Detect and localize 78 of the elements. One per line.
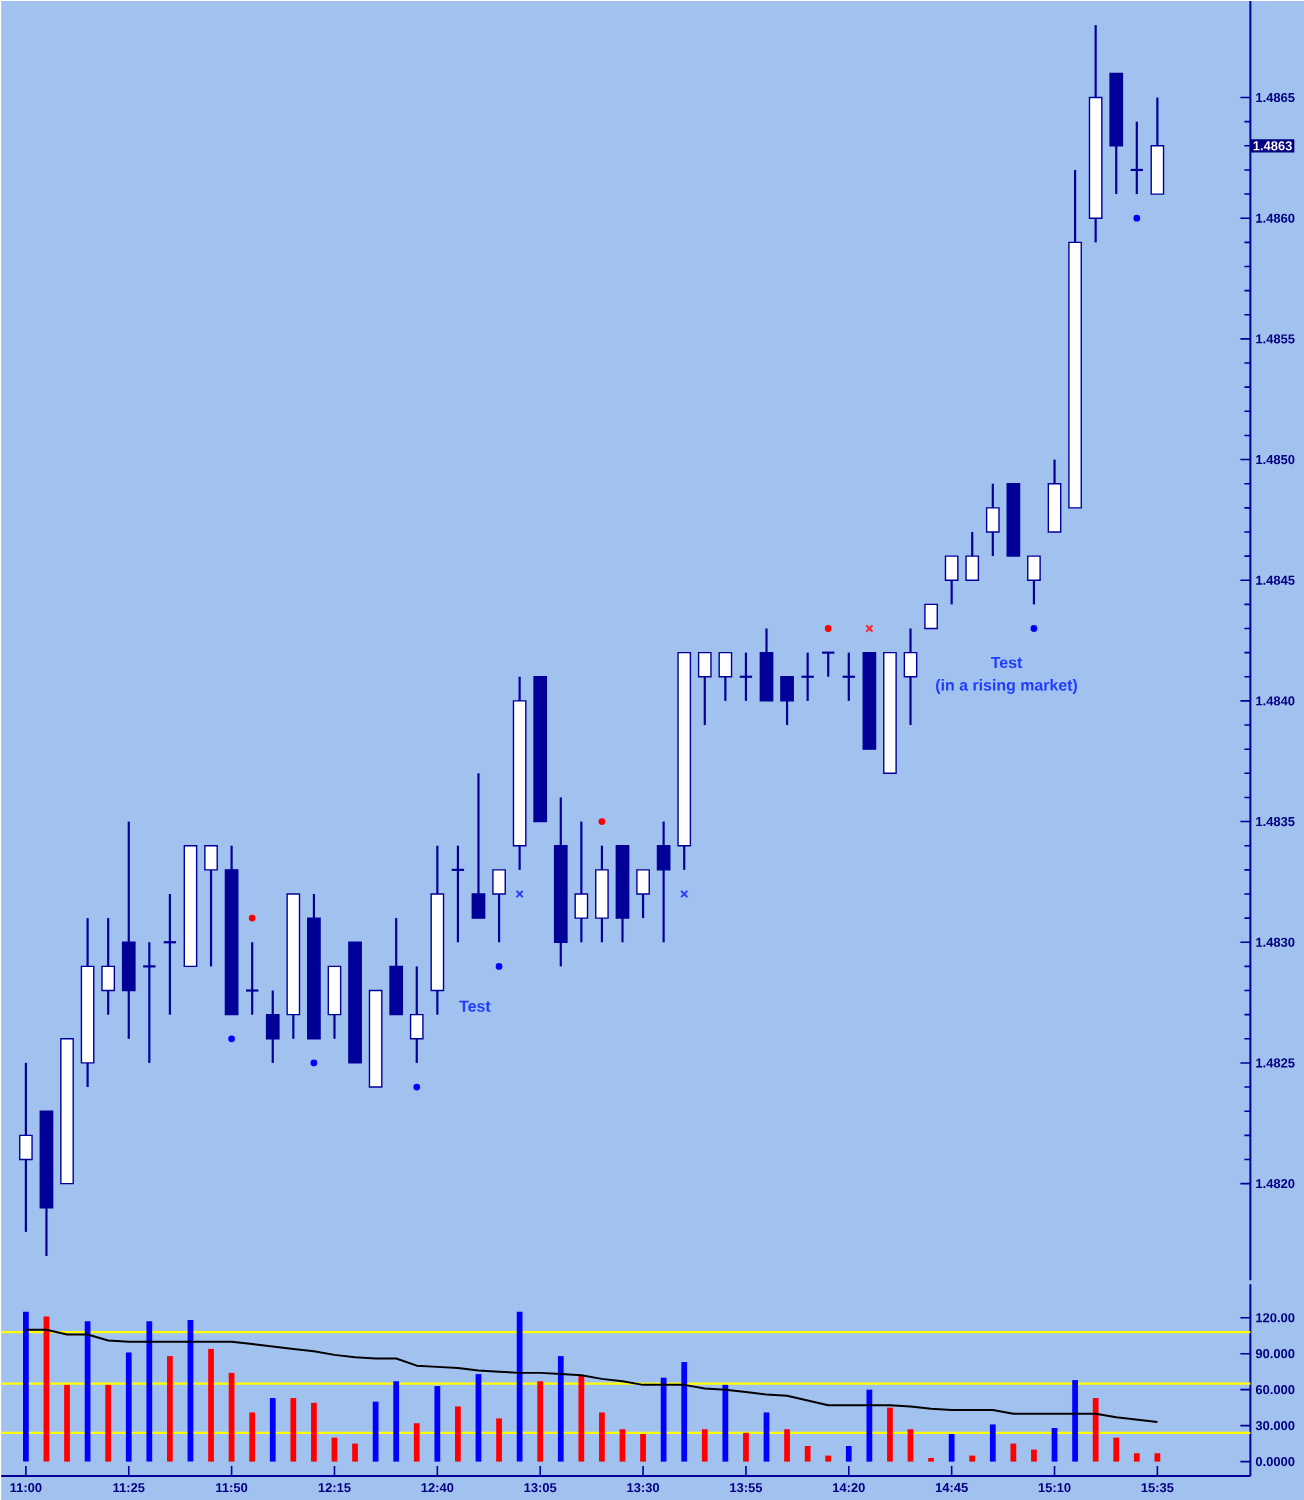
bar — [660, 1377, 667, 1462]
candlestick — [924, 603, 938, 630]
candlestick — [903, 627, 918, 727]
candlestick — [985, 482, 1000, 558]
bar — [393, 1381, 399, 1462]
point — [310, 1059, 318, 1067]
bar — [742, 1432, 749, 1462]
bar — [989, 1424, 996, 1462]
bar — [413, 1423, 420, 1462]
candlestick — [780, 675, 794, 727]
bar — [208, 1348, 214, 1462]
candlestick — [204, 844, 218, 968]
bar — [598, 1412, 605, 1462]
candlestick — [492, 868, 506, 944]
bar — [1092, 1398, 1099, 1462]
point — [865, 624, 874, 633]
candlestick — [944, 554, 959, 606]
bar — [804, 1446, 811, 1462]
point — [1133, 214, 1141, 222]
bar — [866, 1389, 873, 1462]
bar — [1113, 1437, 1119, 1462]
candlestick — [636, 868, 650, 920]
bar — [105, 1384, 111, 1462]
bar — [516, 1311, 523, 1462]
bar — [64, 1384, 70, 1462]
candlestick — [409, 965, 424, 1065]
bar — [310, 1402, 317, 1462]
bar — [1133, 1453, 1140, 1462]
bar — [125, 1352, 132, 1462]
bar — [1030, 1449, 1037, 1462]
bar — [784, 1429, 790, 1462]
bar — [701, 1429, 708, 1462]
bar — [269, 1398, 276, 1462]
candlestick — [265, 989, 280, 1065]
point — [248, 914, 256, 922]
bar — [22, 1311, 29, 1462]
bar — [166, 1356, 173, 1462]
candlestick — [574, 820, 589, 944]
bar — [496, 1418, 502, 1462]
candlestick — [244, 941, 260, 1016]
bar — [537, 1381, 543, 1462]
bar — [1154, 1453, 1161, 1462]
bar — [578, 1375, 585, 1462]
bar — [845, 1446, 852, 1462]
bar — [146, 1321, 153, 1462]
bar — [1072, 1380, 1078, 1462]
point — [495, 963, 503, 970]
point — [824, 625, 832, 632]
bar — [640, 1434, 646, 1462]
candlestick — [697, 651, 712, 727]
candlestick — [18, 1061, 33, 1233]
bar — [372, 1401, 379, 1462]
point — [515, 889, 524, 899]
bar — [290, 1398, 297, 1462]
bar — [434, 1386, 441, 1462]
candlestick — [718, 651, 733, 702]
point — [598, 818, 606, 825]
candlestick — [656, 820, 671, 944]
candlestick — [1026, 554, 1041, 606]
point — [679, 889, 689, 899]
bar — [454, 1406, 461, 1462]
candlestick — [471, 772, 486, 920]
point — [1030, 625, 1038, 632]
bar — [969, 1455, 975, 1462]
bar — [825, 1455, 831, 1462]
candlestick — [101, 917, 115, 1016]
bar — [249, 1412, 255, 1462]
bar — [557, 1356, 564, 1462]
point — [228, 1035, 235, 1043]
bar — [681, 1362, 687, 1462]
point — [413, 1083, 420, 1091]
bar — [1010, 1443, 1017, 1462]
candlestick — [965, 530, 979, 582]
bar — [722, 1384, 729, 1462]
candlestick — [800, 651, 815, 702]
bar — [948, 1434, 955, 1462]
bar — [352, 1443, 358, 1462]
bar — [886, 1407, 893, 1462]
